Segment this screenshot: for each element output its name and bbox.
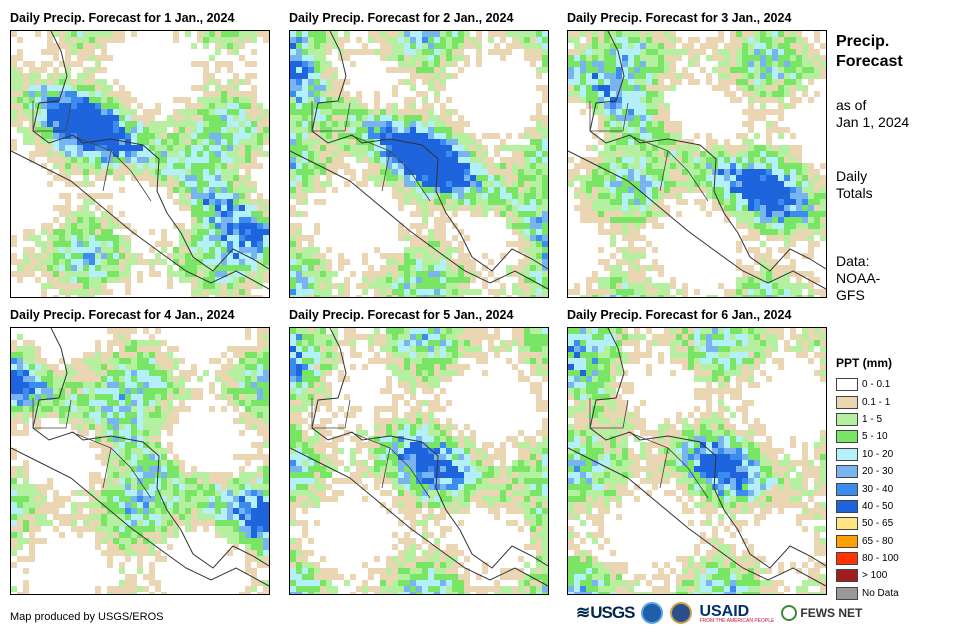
borders (589, 398, 709, 499)
legend: PPT (mm) 0 - 0.1 0.1 - 1 1 - 5 5 - 10 10 - 2… (836, 356, 899, 602)
legend-label: 65 - 80 (862, 535, 894, 547)
usaid-logo: USAID FROM THE AMERICAN PEOPLE (699, 602, 775, 624)
legend-label: 0 - 0.1 (862, 379, 891, 391)
panel-title: Daily Precip. Forecast for 5 Jan., 2024 (289, 308, 514, 322)
pacific-coastline (568, 447, 826, 587)
legend-swatch (836, 482, 858, 496)
legend-label: 40 - 50 (862, 500, 894, 512)
daily-totals-label: Daily Totals (836, 168, 873, 201)
legend-swatch (836, 552, 858, 566)
legend-item: 1 - 5 (836, 411, 899, 428)
borders (32, 101, 152, 202)
panel-title: Daily Precip. Forecast for 6 Jan., 2024 (567, 308, 792, 322)
legend-item: 20 - 30 (836, 463, 899, 480)
legend-swatch (836, 412, 858, 426)
noaa-logo-icon (641, 602, 664, 624)
coastline (32, 328, 269, 569)
legend-label: 0.1 - 1 (862, 396, 891, 408)
precip-grid (568, 328, 826, 594)
borders (589, 101, 709, 202)
legend-item: 10 - 20 (836, 446, 899, 463)
precip-map (10, 327, 270, 595)
borders (311, 101, 431, 202)
legend-label: > 100 (862, 570, 888, 582)
panel-title: Daily Precip. Forecast for 1 Jan., 2024 (10, 11, 235, 25)
pacific-coastline (11, 150, 269, 290)
globe-icon (781, 605, 798, 621)
legend-item: 0.1 - 1 (836, 393, 899, 410)
coastline (311, 31, 548, 272)
precip-cells (11, 328, 269, 594)
precip-grid (11, 31, 269, 297)
precip-cells (11, 31, 269, 297)
panel-title: Daily Precip. Forecast for 4 Jan., 2024 (10, 308, 235, 322)
coastline (311, 328, 548, 569)
legend-item: 0 - 0.1 (836, 376, 899, 393)
usgs-wave-icon: ≋ (576, 603, 590, 622)
credit-text: Map produced by USGS/EROS (10, 611, 164, 623)
precip-grid (290, 31, 548, 297)
precip-map (289, 327, 549, 595)
precip-map (10, 30, 270, 298)
precip-grid (290, 328, 548, 594)
pacific-coastline (11, 447, 269, 587)
fews-net-logo: FEWS NET (781, 605, 862, 621)
borders (32, 398, 152, 499)
legend-label: 10 - 20 (862, 448, 894, 460)
legend-swatch (836, 447, 858, 461)
borders (311, 398, 431, 499)
legend-swatch (836, 517, 858, 531)
legend-swatch (836, 378, 858, 392)
legend-swatch (836, 569, 858, 583)
coastline (589, 328, 826, 569)
data-source: Data: NOAA- GFS (836, 253, 881, 303)
legend-item: No Data (836, 585, 899, 602)
legend-label: 30 - 40 (862, 483, 894, 495)
legend-item: 5 - 10 (836, 428, 899, 445)
legend-swatch (836, 499, 858, 513)
legend-item: 30 - 40 (836, 480, 899, 497)
legend-item: 40 - 50 (836, 498, 899, 515)
legend-item: 65 - 80 (836, 533, 899, 550)
legend-swatch (836, 430, 858, 444)
precip-map (567, 30, 827, 298)
legend-swatch (836, 465, 858, 479)
legend-title: PPT (mm) (836, 356, 893, 370)
legend-swatch (836, 586, 858, 600)
legend-swatch (836, 534, 858, 548)
panel-title: Daily Precip. Forecast for 3 Jan., 2024 (567, 11, 792, 25)
legend-item: 50 - 65 (836, 515, 899, 532)
pacific-coastline (290, 447, 548, 587)
legend-label: 20 - 30 (862, 466, 894, 478)
precip-map (567, 327, 827, 595)
logos: ≋USGS USAID FROM THE AMERICAN PEOPLE FEWS… (576, 602, 862, 624)
precip-cells (290, 31, 548, 297)
as-of-date: as of Jan 1, 2024 (836, 97, 910, 130)
legend-swatch (836, 395, 858, 409)
precip-grid (568, 31, 826, 297)
coastline (589, 31, 826, 272)
precip-map (289, 30, 549, 298)
legend-label: 1 - 5 (862, 413, 883, 425)
legend-label: 5 - 10 (862, 431, 888, 443)
precip-cells (290, 328, 548, 594)
legend-label: 50 - 65 (862, 518, 894, 530)
legend-label: No Data (862, 587, 899, 599)
legend-item: > 100 (836, 567, 899, 584)
usgs-logo: ≋USGS (576, 603, 635, 622)
side-title: Precip. Forecast (836, 33, 903, 70)
legend-item: 80 - 100 (836, 550, 899, 567)
coastline (32, 31, 269, 272)
pacific-coastline (290, 150, 548, 290)
pacific-coastline (568, 150, 826, 290)
panel-title: Daily Precip. Forecast for 2 Jan., 2024 (289, 11, 514, 25)
precip-grid (11, 328, 269, 594)
seal-logo-icon (670, 602, 693, 624)
legend-label: 80 - 100 (862, 553, 899, 565)
precip-cells (568, 328, 826, 594)
precip-cells (568, 31, 826, 297)
